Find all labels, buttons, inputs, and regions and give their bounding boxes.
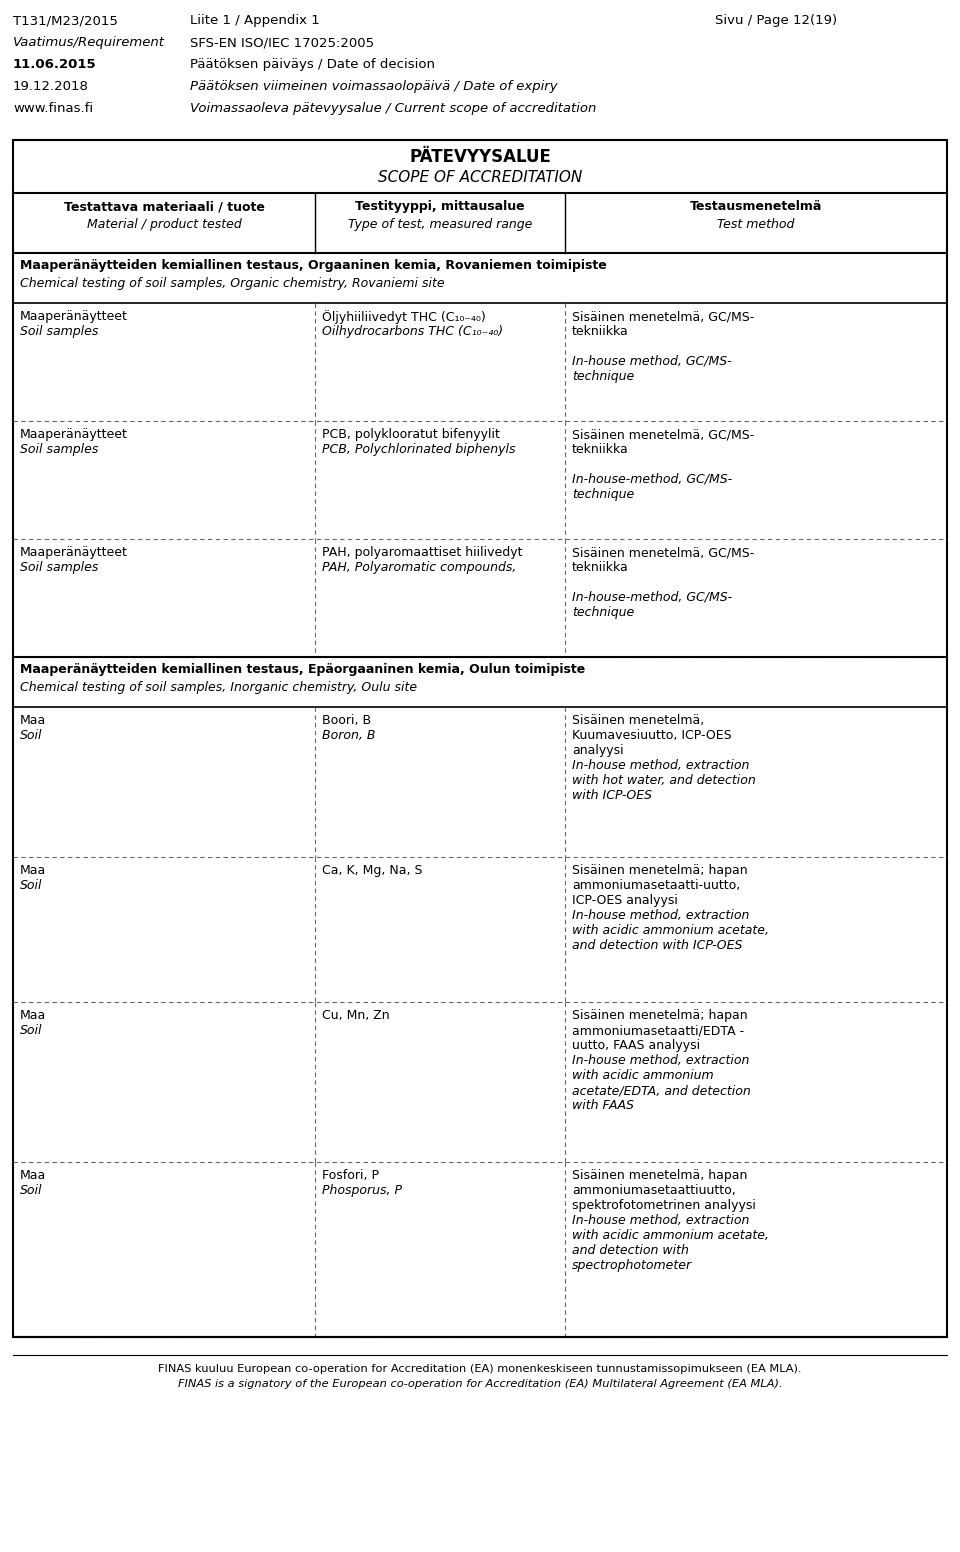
Text: Maaperänäytteiden kemiallinen testaus, Epäorgaaninen kemia, Oulun toimipiste: Maaperänäytteiden kemiallinen testaus, E… xyxy=(20,663,586,677)
Text: analyysi: analyysi xyxy=(572,743,624,757)
Text: PCB, Polychlorinated biphenyls: PCB, Polychlorinated biphenyls xyxy=(322,442,516,456)
Text: Maa: Maa xyxy=(20,1169,46,1183)
Text: Maaperänäytteet: Maaperänäytteet xyxy=(20,546,128,559)
Text: with acidic ammonium: with acidic ammonium xyxy=(572,1069,713,1082)
Text: with acidic ammonium acetate,: with acidic ammonium acetate, xyxy=(572,1229,769,1242)
Text: Cu, Mn, Zn: Cu, Mn, Zn xyxy=(322,1009,390,1023)
Text: technique: technique xyxy=(572,369,635,383)
Text: Oilhydrocarbons THC (C₁₀₋₄₀): Oilhydrocarbons THC (C₁₀₋₄₀) xyxy=(322,324,503,338)
Text: Material / product tested: Material / product tested xyxy=(86,217,241,231)
Text: T131/M23/2015: T131/M23/2015 xyxy=(13,14,118,26)
Text: Ca, K, Mg, Na, S: Ca, K, Mg, Na, S xyxy=(322,864,422,877)
Text: ammoniumasetaatti/EDTA -: ammoniumasetaatti/EDTA - xyxy=(572,1024,744,1037)
Text: In-house-method, GC/MS-: In-house-method, GC/MS- xyxy=(572,591,732,604)
Text: Chemical testing of soil samples, Inorganic chemistry, Oulu site: Chemical testing of soil samples, Inorga… xyxy=(20,681,418,694)
Text: In-house method, extraction: In-house method, extraction xyxy=(572,1214,750,1228)
Text: and detection with: and detection with xyxy=(572,1245,689,1257)
Text: tekniikka: tekniikka xyxy=(572,324,629,338)
Text: Soil: Soil xyxy=(20,729,42,742)
Text: Boori, B: Boori, B xyxy=(322,714,372,726)
Text: tekniikka: tekniikka xyxy=(572,442,629,456)
Text: Sisäinen menetelmä,: Sisäinen menetelmä, xyxy=(572,714,705,726)
Text: Sisäinen menetelmä; hapan: Sisäinen menetelmä; hapan xyxy=(572,1009,748,1023)
Text: Päätöksen viimeinen voimassaolopäivä / Date of expiry: Päätöksen viimeinen voimassaolopäivä / D… xyxy=(190,81,558,93)
Text: Maa: Maa xyxy=(20,714,46,726)
Text: acetate/EDTA, and detection: acetate/EDTA, and detection xyxy=(572,1083,751,1097)
Text: Maa: Maa xyxy=(20,864,46,877)
Text: technique: technique xyxy=(572,605,635,619)
Text: ammoniumasetaattiuutto,: ammoniumasetaattiuutto, xyxy=(572,1184,735,1197)
Text: PAH, polyaromaattiset hiilivedyt: PAH, polyaromaattiset hiilivedyt xyxy=(322,546,522,559)
Text: ICP-OES analyysi: ICP-OES analyysi xyxy=(572,894,678,906)
Text: Phosporus, P: Phosporus, P xyxy=(322,1184,402,1197)
Text: FINAS is a signatory of the European co-operation for Accreditation (EA) Multila: FINAS is a signatory of the European co-… xyxy=(178,1380,782,1389)
Text: Soil samples: Soil samples xyxy=(20,442,98,456)
Text: Type of test, measured range: Type of test, measured range xyxy=(348,217,532,231)
Text: Vaatimus/Requirement: Vaatimus/Requirement xyxy=(13,36,165,50)
Text: Chemical testing of soil samples, Organic chemistry, Rovaniemi site: Chemical testing of soil samples, Organi… xyxy=(20,276,444,290)
Text: Sisäinen menetelmä, GC/MS-: Sisäinen menetelmä, GC/MS- xyxy=(572,428,755,441)
Text: with acidic ammonium acetate,: with acidic ammonium acetate, xyxy=(572,923,769,937)
Text: Testausmenetelmä: Testausmenetelmä xyxy=(690,200,822,213)
Text: Soil samples: Soil samples xyxy=(20,560,98,574)
Text: Soil: Soil xyxy=(20,1024,42,1037)
Text: Voimassaoleva pätevyysalue / Current scope of accreditation: Voimassaoleva pätevyysalue / Current sco… xyxy=(190,102,596,115)
Text: Sisäinen menetelmä, hapan: Sisäinen menetelmä, hapan xyxy=(572,1169,748,1183)
Text: ammoniumasetaatti-uutto,: ammoniumasetaatti-uutto, xyxy=(572,878,740,892)
Text: In-house-method, GC/MS-: In-house-method, GC/MS- xyxy=(572,473,732,486)
Text: Maa: Maa xyxy=(20,1009,46,1023)
Text: spectrophotometer: spectrophotometer xyxy=(572,1259,692,1273)
Bar xyxy=(13,140,947,1336)
Text: with FAAS: with FAAS xyxy=(572,1099,634,1111)
Text: Testityyppi, mittausalue: Testityyppi, mittausalue xyxy=(355,200,525,213)
Text: Test method: Test method xyxy=(717,217,795,231)
Text: www.finas.fi: www.finas.fi xyxy=(13,102,93,115)
Text: Sisäinen menetelmä; hapan: Sisäinen menetelmä; hapan xyxy=(572,864,748,877)
Text: Maaperänäytteet: Maaperänäytteet xyxy=(20,310,128,323)
Text: 19.12.2018: 19.12.2018 xyxy=(13,81,89,93)
Text: Soil samples: Soil samples xyxy=(20,324,98,338)
Text: Maaperänäytteet: Maaperänäytteet xyxy=(20,428,128,441)
Text: Fosfori, P: Fosfori, P xyxy=(322,1169,379,1183)
Text: Liite 1 / Appendix 1: Liite 1 / Appendix 1 xyxy=(190,14,320,26)
Text: SCOPE OF ACCREDITATION: SCOPE OF ACCREDITATION xyxy=(378,171,582,185)
Text: In-house method, extraction: In-house method, extraction xyxy=(572,1054,750,1068)
Text: Päätöksen päiväys / Date of decision: Päätöksen päiväys / Date of decision xyxy=(190,57,435,71)
Text: Öljyhiiliivedyt THC (C₁₀₋₄₀): Öljyhiiliivedyt THC (C₁₀₋₄₀) xyxy=(322,310,486,324)
Text: FINAS kuuluu European co-operation for Accreditation (EA) monenkeskiseen tunnust: FINAS kuuluu European co-operation for A… xyxy=(158,1364,802,1374)
Text: tekniikka: tekniikka xyxy=(572,560,629,574)
Text: with ICP-OES: with ICP-OES xyxy=(572,788,652,802)
Text: SFS-EN ISO/IEC 17025:2005: SFS-EN ISO/IEC 17025:2005 xyxy=(190,36,374,50)
Text: In-house method, GC/MS-: In-house method, GC/MS- xyxy=(572,355,732,368)
Text: uutto, FAAS analyysi: uutto, FAAS analyysi xyxy=(572,1038,700,1052)
Text: PCB, polyklooratut bifenyylit: PCB, polyklooratut bifenyylit xyxy=(322,428,500,441)
Text: technique: technique xyxy=(572,487,635,501)
Text: In-house method, extraction: In-house method, extraction xyxy=(572,909,750,922)
Text: spektrofotometrinen analyysi: spektrofotometrinen analyysi xyxy=(572,1200,756,1212)
Text: PÄTEVYYSALUE: PÄTEVYYSALUE xyxy=(409,147,551,166)
Text: and detection with ICP-OES: and detection with ICP-OES xyxy=(572,939,742,951)
Text: with hot water, and detection: with hot water, and detection xyxy=(572,774,756,787)
Text: Boron, B: Boron, B xyxy=(322,729,375,742)
Text: 11.06.2015: 11.06.2015 xyxy=(13,57,97,71)
Text: Soil: Soil xyxy=(20,878,42,892)
Text: In-house method, extraction: In-house method, extraction xyxy=(572,759,750,771)
Text: Kuumavesiuutto, ICP-OES: Kuumavesiuutto, ICP-OES xyxy=(572,729,732,742)
Text: Testattava materiaali / tuote: Testattava materiaali / tuote xyxy=(63,200,264,213)
Text: Maaperänäytteiden kemiallinen testaus, Orgaaninen kemia, Rovaniemen toimipiste: Maaperänäytteiden kemiallinen testaus, O… xyxy=(20,259,607,272)
Text: Sivu / Page 12(19): Sivu / Page 12(19) xyxy=(715,14,837,26)
Text: Soil: Soil xyxy=(20,1184,42,1197)
Text: PAH, Polyaromatic compounds,: PAH, Polyaromatic compounds, xyxy=(322,560,516,574)
Text: Sisäinen menetelmä, GC/MS-: Sisäinen menetelmä, GC/MS- xyxy=(572,310,755,323)
Text: Sisäinen menetelmä, GC/MS-: Sisäinen menetelmä, GC/MS- xyxy=(572,546,755,559)
